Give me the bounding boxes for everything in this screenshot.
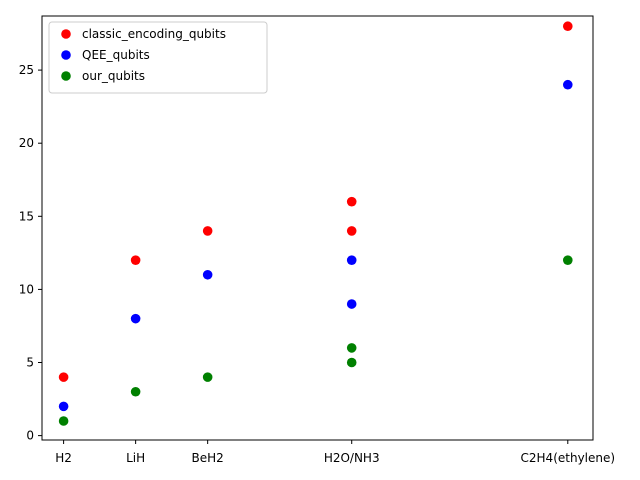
point-QEE_qubits-3 [346,299,357,309]
x-tick-label-2: BeH2 [192,451,224,465]
y-tick-label-3: 15 [19,209,34,223]
point-classic_encoding_qubits-1 [130,255,141,265]
x-tick-label-4: C2H4(ethylene) [521,451,616,465]
legend-label-QEE_qubits: QEE_qubits [82,48,150,62]
legend-marker-classic_encoding_qubits [61,29,71,39]
y-tick-label-2: 10 [19,282,34,296]
point-classic_encoding_qubits-4 [346,196,357,207]
x-tick-label-0: H2 [55,451,72,465]
plot-frame [41,15,594,441]
point-our_qubits-0 [58,416,69,426]
point-classic_encoding_qubits-3 [346,226,357,236]
axes: H2 LiH BeH2 H2O/NH3 C2H4(ethylene) 0 5 10 15 20 25 [19,15,616,465]
point-QEE_qubits-0 [58,401,69,412]
point-QEE_qubits-1 [130,313,141,324]
point-our_qubits-5 [562,255,573,265]
data-points [58,21,573,426]
point-QEE_qubits-5 [562,79,573,90]
point-QEE_qubits-4 [346,255,357,265]
y-tick-label-1: 5 [26,356,34,370]
point-our_qubits-4 [346,343,357,353]
legend-label-classic_encoding_qubits: classic_encoding_qubits [82,27,226,41]
legend: classic_encoding_qubits QEE_qubits our_qub… [48,21,268,94]
point-our_qubits-2 [202,372,213,382]
legend-label-our_qubits: our_qubits [82,69,145,83]
point-classic_encoding_qubits-0 [58,372,69,382]
point-classic_encoding_qubits-5 [562,21,573,32]
legend-box [48,21,268,94]
y-tick-label-0: 0 [26,429,34,443]
legend-marker-QEE_qubits [61,50,71,60]
y-tick-label-4: 20 [19,136,34,150]
x-tick-label-1: LiH [126,451,145,465]
point-QEE_qubits-2 [202,269,213,280]
y-tick-label-5: 25 [19,63,34,77]
point-classic_encoding_qubits-2 [202,226,213,236]
x-tick-label-3: H2O/NH3 [324,451,380,465]
point-our_qubits-3 [346,357,357,368]
point-our_qubits-1 [130,386,141,397]
legend-marker-our_qubits [61,71,71,81]
